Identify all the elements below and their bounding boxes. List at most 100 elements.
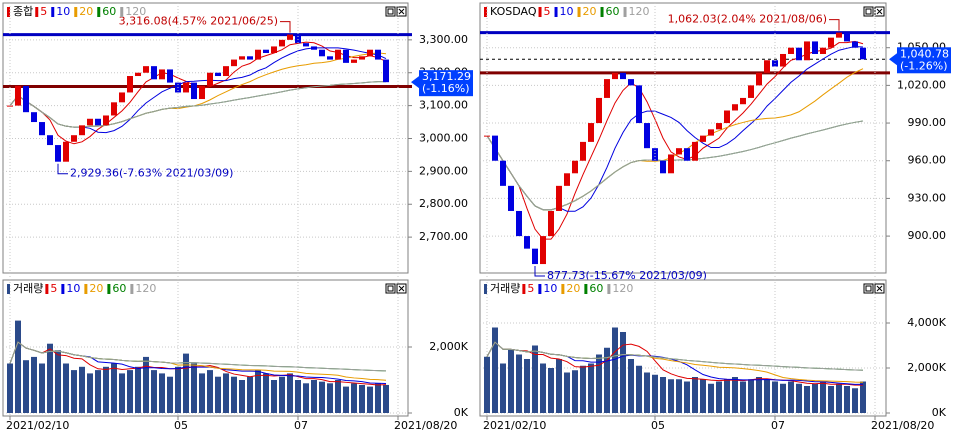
candle: [564, 173, 570, 186]
volume-bar: [159, 373, 165, 413]
y-tick-label: 2,700.00: [419, 230, 468, 243]
candle: [516, 210, 522, 237]
volume-bar: [508, 349, 514, 413]
legend-swatch: [577, 7, 581, 17]
candle: [327, 56, 333, 60]
volume-bar: [191, 363, 197, 413]
volume-bar: [612, 327, 618, 413]
legend-item: 20: [79, 5, 93, 18]
volume-bar: [7, 363, 13, 413]
volume-bar: [644, 372, 650, 413]
current-box: [419, 70, 473, 97]
candle: [7, 105, 13, 107]
moving-average: [486, 120, 864, 211]
volume-bar: [103, 366, 109, 413]
candle: [119, 92, 125, 103]
y-tick-label: 0K: [932, 406, 947, 419]
volume-bar: [716, 381, 722, 413]
candle: [103, 115, 109, 126]
volume-bar: [484, 356, 490, 413]
legend-swatch: [45, 284, 49, 294]
candle: [548, 210, 554, 237]
volume-bar: [71, 370, 77, 413]
legend-swatch: [538, 7, 542, 17]
volume-bar: [852, 388, 858, 413]
candle: [780, 53, 786, 67]
legend-item: 5: [40, 5, 47, 18]
volume-bar: [199, 373, 205, 413]
legend-item: 20: [566, 282, 580, 295]
legend-title: 거래량: [490, 282, 520, 295]
volume-bar: [780, 383, 786, 413]
volume-bar: [836, 383, 842, 413]
legend-item: 120: [135, 282, 156, 295]
candle: [836, 32, 842, 38]
candle: [540, 236, 546, 265]
panel-frame: [479, 279, 887, 417]
maximize-button[interactable]: [863, 283, 874, 294]
candle: [143, 66, 149, 73]
maximize-button[interactable]: [385, 6, 396, 17]
candle: [508, 185, 514, 211]
candle: [279, 39, 285, 47]
candle: [796, 47, 802, 61]
volume-bar: [756, 376, 762, 413]
volume-bar: [31, 356, 37, 413]
candle: [55, 145, 61, 162]
volume-bar: [359, 384, 365, 413]
current-change: (-1.16%): [422, 82, 470, 95]
candle: [492, 135, 498, 161]
min-pointer: [534, 266, 545, 277]
volume-bar: [828, 385, 834, 413]
y-tick-label: 4,000K: [907, 316, 946, 329]
legend-swatch: [538, 284, 542, 294]
candle: [676, 148, 682, 155]
legend-swatch: [84, 284, 88, 294]
volume-bar: [564, 372, 570, 413]
candle: [375, 49, 381, 60]
candle: [716, 123, 722, 130]
volume-bar: [668, 379, 674, 413]
volume-bar: [660, 376, 666, 413]
candle: [263, 49, 269, 54]
volume-bar: [652, 374, 658, 413]
legend-swatch: [107, 284, 111, 294]
moving-average: [486, 341, 864, 371]
volume-bar: [772, 381, 778, 413]
candle: [359, 56, 365, 60]
max-label: 1,062.03(2.04% 2021/08/06): [668, 13, 827, 26]
volume-bar: [215, 376, 221, 413]
candle: [596, 97, 602, 124]
legend-item: 10: [560, 5, 574, 18]
candle: [612, 72, 618, 80]
button-glyph: [387, 285, 394, 292]
legend-swatch: [51, 7, 55, 17]
maximize-button[interactable]: [385, 283, 396, 294]
legend-swatch: [484, 284, 487, 294]
candle: [247, 56, 253, 60]
candle: [87, 118, 93, 126]
max-pointer: [829, 19, 840, 31]
volume-bar: [636, 365, 642, 413]
volume-bar: [79, 366, 85, 413]
candle: [167, 69, 173, 83]
candle: [31, 112, 37, 123]
volume-bar: [804, 385, 810, 413]
candle: [287, 34, 293, 40]
volume-bar: [311, 380, 317, 413]
volume-bar: [604, 347, 610, 413]
y-tick-label: 2,900.00: [419, 164, 468, 177]
volume-bar: [183, 353, 189, 413]
legend-item: 120: [125, 5, 146, 18]
volume-bar: [492, 327, 498, 413]
y-tick-label: 3,000.00: [419, 131, 468, 144]
maximize-button[interactable]: [863, 6, 874, 17]
candle: [255, 49, 261, 60]
min-label: 2,929.36(-7.63% 2021/03/09): [70, 167, 233, 180]
volume-bar: [167, 376, 173, 413]
legend-item: 20: [583, 5, 597, 18]
legend-swatch: [7, 7, 10, 17]
candle: [812, 41, 818, 54]
legend-swatch: [561, 284, 565, 294]
